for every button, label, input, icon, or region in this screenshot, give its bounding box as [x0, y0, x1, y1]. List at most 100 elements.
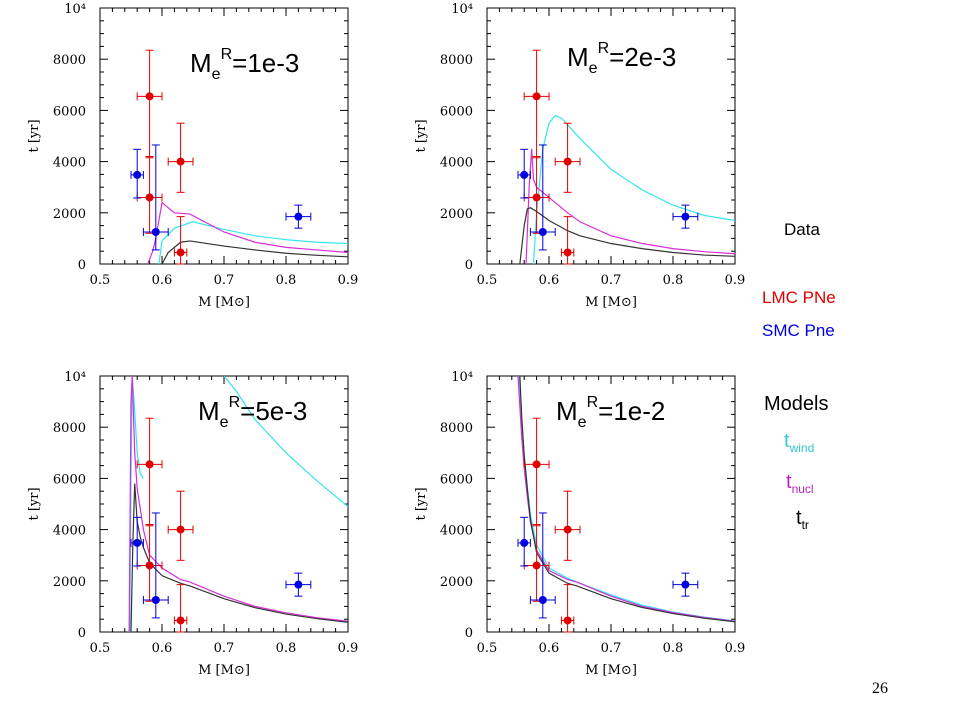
curve-t-nucl	[517, 376, 735, 622]
marker	[151, 596, 160, 604]
x-tick-label: 0.5	[90, 641, 111, 656]
marker	[133, 170, 142, 179]
x-tick-label: 0.9	[725, 273, 746, 288]
marker	[145, 92, 154, 101]
panel-title: MeR=2e-3	[567, 40, 676, 77]
curve-t-wind	[532, 114, 735, 264]
curve-t-wind	[158, 221, 348, 264]
x-tick-label: 0.6	[152, 641, 173, 656]
smc-data-point	[672, 572, 699, 597]
x-tick-label: 0.5	[477, 273, 498, 288]
lmc-data-point	[136, 417, 163, 527]
marker	[520, 170, 529, 179]
smc-data-point	[529, 144, 556, 251]
x-axis-label: M [M⊙]	[198, 295, 250, 310]
marker	[681, 212, 690, 221]
legend-t-nucl: tnucl	[786, 471, 814, 496]
curve-t-tr	[130, 483, 348, 632]
legend-models-title: Models	[764, 393, 829, 415]
marker	[176, 248, 185, 257]
x-tick-label: 0.6	[539, 641, 560, 656]
smc-data-point	[130, 516, 144, 567]
legend-t-tr-sub: tr	[801, 518, 809, 532]
y-tick-label: 4000	[440, 156, 473, 171]
marker	[563, 248, 572, 257]
marker	[176, 157, 185, 166]
lmc-data-point	[136, 523, 163, 602]
x-axis-label: M [M⊙]	[198, 663, 250, 678]
smc-data-point	[142, 144, 169, 251]
legend-data-title: Data	[784, 220, 820, 239]
chart-panel-2: 0.5 0.6 0.7 0.8 0.9 0 2000 4000 6000 8000 10⁴ t [yr…	[414, 2, 745, 310]
y-tick-label: 6000	[53, 104, 86, 119]
legend-t-wind-sub: wind	[789, 441, 815, 455]
y-tick-label: 6000	[53, 472, 86, 487]
x-tick-label: 0.8	[276, 641, 297, 656]
x-tick-label: 0.7	[214, 273, 235, 288]
chart-panel-1: 0.5 0.6 0.7 0.8 0.9 0 2000 4000 6000 8000 10⁴ t [yr…	[27, 2, 358, 310]
chart-panel-4: 0.5 0.6 0.7 0.8 0.9 0 2000 4000 6000 8000 10⁴ t [yr…	[414, 370, 745, 678]
model-curves	[147, 201, 348, 264]
marker	[294, 580, 303, 589]
x-tick-label: 0.7	[214, 641, 235, 656]
y-tick-label: 6000	[440, 472, 473, 487]
y-tick-label: 4000	[440, 524, 473, 539]
lmc-data-point	[560, 584, 575, 633]
model-curves	[517, 376, 735, 623]
legend-t-tr: ttr	[796, 507, 809, 532]
lmc-data-point	[523, 523, 550, 602]
lmc-data-point	[173, 584, 188, 633]
y-tick-label: 10⁴	[451, 2, 473, 17]
y-tick-label: 10⁴	[451, 370, 473, 385]
y-axis-label: t [yr]	[27, 487, 42, 520]
curve-t-tr	[161, 240, 348, 264]
x-tick-label: 0.9	[725, 641, 746, 656]
x-tick-label: 0.8	[663, 641, 684, 656]
x-tick-label: 0.6	[539, 273, 560, 288]
marker	[563, 157, 572, 166]
marker	[538, 596, 547, 604]
legend-t-wind: twind	[784, 430, 814, 455]
x-tick-label: 0.9	[338, 641, 359, 656]
smc-data-point	[517, 516, 531, 567]
legend-t-tr-main: t	[796, 507, 802, 529]
smc-data-point	[529, 512, 556, 619]
lmc-data-point	[554, 490, 581, 561]
marker	[176, 616, 185, 625]
y-tick-label: 10⁴	[64, 370, 86, 385]
y-tick-label: 2000	[53, 575, 86, 590]
smc-data-point	[130, 148, 144, 199]
smc-data-point	[517, 148, 531, 199]
x-tick-label: 0.9	[338, 273, 359, 288]
marker	[133, 538, 142, 547]
marker	[532, 92, 541, 101]
y-tick-label: 2000	[440, 575, 473, 590]
x-tick-label: 0.7	[601, 641, 622, 656]
marker	[532, 561, 541, 570]
model-curves	[128, 376, 348, 632]
y-tick-label: 0	[78, 626, 86, 641]
lmc-data-point	[554, 122, 581, 193]
y-tick-label: 10⁴	[64, 2, 86, 17]
legend-t-wind-main: t	[784, 430, 790, 452]
curve-t-nucl	[128, 376, 348, 632]
marker	[176, 525, 185, 534]
lmc-data-point	[560, 216, 575, 265]
curve-t-nucl	[525, 148, 735, 264]
y-axis-label: t [yr]	[414, 119, 429, 152]
lmc-data-point	[167, 122, 194, 193]
curve-t-nucl	[147, 201, 348, 264]
curve-t-tr	[519, 207, 735, 264]
panel-title: MeR=5e-3	[198, 394, 307, 431]
curve-t-wind-part2	[223, 376, 348, 508]
y-tick-label: 8000	[53, 421, 86, 436]
y-tick-label: 6000	[440, 104, 473, 119]
legend-smc-pne: SMC Pne	[762, 321, 835, 340]
y-tick-label: 2000	[440, 207, 473, 222]
curve-t-tr	[519, 376, 735, 623]
x-tick-label: 0.7	[601, 273, 622, 288]
x-tick-label: 0.5	[477, 641, 498, 656]
y-tick-label: 0	[465, 626, 473, 641]
marker	[145, 193, 154, 202]
